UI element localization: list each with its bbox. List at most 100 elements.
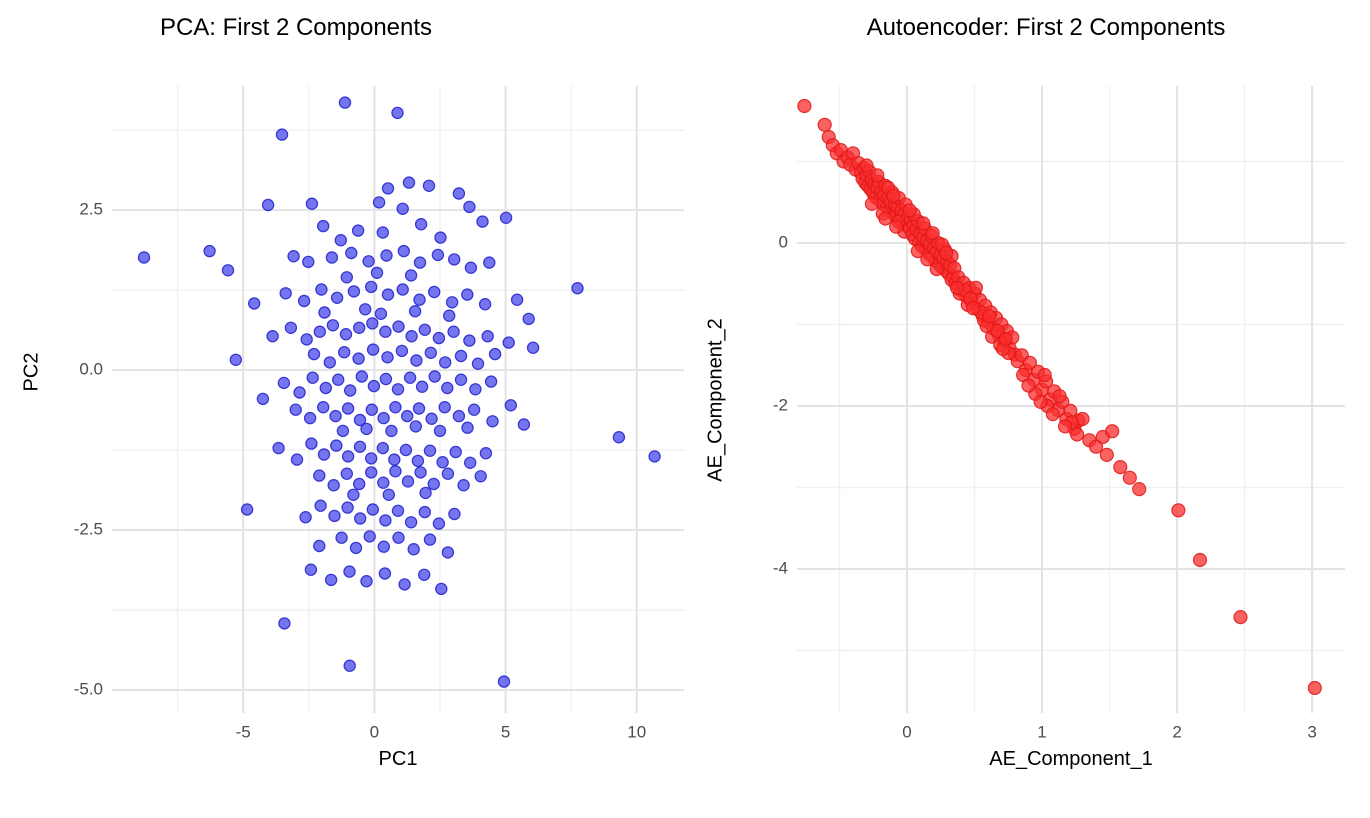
scatter-point (377, 540, 390, 553)
scatter-point (441, 546, 455, 559)
scatter-point (448, 507, 461, 521)
scatter-point (423, 533, 437, 546)
scatter-point (256, 392, 270, 406)
scatter-point (266, 330, 279, 343)
x-tick-label: 0 (902, 722, 911, 741)
scatter-point (330, 439, 343, 452)
scatter-point (318, 306, 331, 319)
scatter-point (1132, 482, 1147, 497)
scatter-point (396, 283, 409, 296)
scatter-point (425, 412, 438, 425)
scatter-point (423, 444, 437, 457)
scatter-point (360, 575, 373, 588)
scatter-point (889, 219, 904, 234)
scatter-point (457, 479, 470, 492)
scatter-point (379, 514, 392, 527)
scatter-point (347, 285, 361, 298)
scatter-point (293, 386, 306, 399)
scatter-point (526, 341, 540, 354)
scatter-point (428, 370, 441, 383)
scatter-point (203, 244, 216, 258)
scatter-point (447, 325, 460, 338)
x-tick-label: 0 (370, 722, 379, 741)
scatter-point (474, 470, 487, 483)
scatter-point (454, 349, 468, 363)
scatter-point (327, 479, 340, 492)
scatter-point (1033, 394, 1048, 409)
scatter-point (395, 344, 409, 358)
scatter-point (275, 128, 289, 141)
scatter-point (376, 226, 389, 239)
pca-plot-title: PCA: First 2 Components (159, 14, 433, 41)
scatter-point (1192, 552, 1208, 568)
scatter-point (916, 216, 931, 231)
scatter-point (998, 332, 1013, 347)
scatter-point (359, 303, 372, 316)
scatter-point (329, 409, 342, 423)
scatter-point (381, 351, 394, 364)
scatter-point (297, 294, 311, 308)
scatter-point (408, 305, 422, 318)
scatter-point (464, 456, 477, 469)
scatter-point (317, 401, 330, 414)
y-tick-label: 0 (779, 232, 788, 251)
scatter-point (313, 325, 326, 338)
scatter-point (817, 117, 832, 132)
scatter-point (939, 245, 954, 260)
scatter-point (1088, 439, 1104, 454)
scatter-point (461, 288, 474, 301)
scatter-point (221, 264, 235, 277)
scatter-point (379, 325, 392, 338)
scatter-point (481, 330, 494, 343)
scatter-point (413, 293, 426, 306)
y-tick-label: 2.5 (79, 200, 103, 219)
scatter-point (305, 437, 318, 450)
scatter-point (352, 352, 365, 365)
scatter-point (396, 202, 409, 215)
scatter-point (367, 379, 381, 393)
scatter-point (452, 409, 466, 423)
scatter-point (886, 188, 901, 203)
scatter-point (326, 319, 340, 332)
scatter-point (272, 441, 285, 455)
scatter-point (929, 262, 944, 277)
scatter-point (1171, 503, 1186, 518)
scatter-point (355, 370, 368, 383)
scatter-point (330, 291, 344, 304)
x-tick-label: 10 (627, 722, 646, 741)
scatter-point (391, 504, 405, 517)
scatter-point (418, 568, 431, 582)
scatter-point (920, 252, 935, 267)
scatter-point (483, 256, 496, 269)
scatter-point (137, 251, 151, 264)
scatter-point (403, 371, 417, 384)
scatter-point (864, 196, 880, 211)
scatter-point (454, 373, 468, 386)
scatter-point (478, 298, 492, 311)
scatter-point (300, 333, 313, 346)
scatter-point (324, 573, 338, 587)
scatter-point (341, 450, 355, 463)
scatter-point (313, 469, 326, 482)
scatter-point (449, 445, 462, 459)
scatter-point (409, 420, 422, 433)
scatter-point (419, 486, 432, 500)
scatter-point (902, 203, 917, 218)
scatter-point (448, 253, 461, 266)
scatter-point (878, 211, 893, 226)
scatter-point (340, 271, 353, 284)
scatter-point (343, 565, 356, 578)
scatter-point (377, 476, 390, 489)
scatter-point (299, 511, 312, 524)
scatter-point (351, 224, 365, 237)
scatter-point (353, 440, 367, 453)
scatter-point (404, 269, 418, 282)
scatter-point (388, 453, 401, 466)
scatter-point (486, 415, 499, 428)
scatter-point (414, 466, 427, 479)
scatter-point (471, 357, 485, 370)
scatter-point (360, 422, 373, 436)
scatter-point (370, 266, 384, 279)
scatter-point (479, 447, 493, 460)
scatter-point (461, 421, 474, 434)
